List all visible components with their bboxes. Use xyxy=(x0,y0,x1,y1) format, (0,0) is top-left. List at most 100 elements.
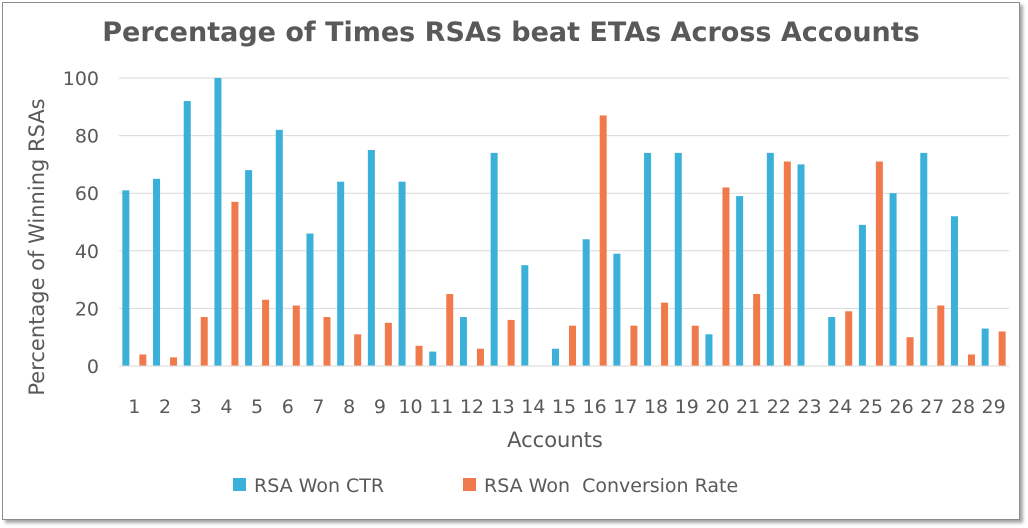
bar-conversion-rate xyxy=(753,294,761,366)
bar-conversion-rate xyxy=(630,325,638,366)
bar-ctr xyxy=(950,216,958,366)
x-tick-label: 21 xyxy=(736,396,760,418)
bar-ctr xyxy=(736,196,744,366)
chart-title: Percentage of Times RSAs beat ETAs Acros… xyxy=(102,17,920,48)
x-tick-label: 9 xyxy=(374,396,386,418)
bar-ctr xyxy=(920,152,928,366)
y-axis-label: Percentage of Winning RSAs xyxy=(25,98,49,395)
y-axis-ticks: 0 20 40 60 80 100 xyxy=(63,68,99,378)
bar-ctr xyxy=(214,78,222,366)
bar-ctr xyxy=(367,150,375,366)
x-tick-label: 28 xyxy=(951,396,975,418)
gridlines xyxy=(119,77,1009,309)
bar-conversion-rate xyxy=(139,354,147,366)
x-tick-label: 26 xyxy=(889,396,913,418)
bar-conversion-rate xyxy=(200,317,208,366)
bar-ctr xyxy=(337,181,345,366)
bar-conversion-rate xyxy=(569,325,576,366)
bar-ctr xyxy=(613,253,621,366)
bar-conversion-rate xyxy=(262,299,270,366)
x-tick-label: 22 xyxy=(767,396,791,418)
bar-conversion-rate xyxy=(415,345,423,366)
bar-conversion-rate xyxy=(875,161,883,366)
bar-conversion-rate xyxy=(476,348,484,366)
bar-conversion-rate xyxy=(354,334,362,366)
x-tick-label: 27 xyxy=(920,396,944,418)
bar-chart: Percentage of Times RSAs beat ETAs Acros… xyxy=(25,17,1009,497)
y-tick-label: 80 xyxy=(75,126,99,148)
bar-ctr xyxy=(245,170,253,366)
x-tick-label: 4 xyxy=(220,396,232,418)
bar-ctr xyxy=(552,348,559,366)
x-tick-label: 15 xyxy=(552,396,576,418)
bar-conversion-rate xyxy=(323,317,331,366)
bar-ctr xyxy=(828,317,836,366)
bar-conversion-rate xyxy=(170,357,178,366)
x-tick-label: 11 xyxy=(429,396,453,418)
y-tick-label: 20 xyxy=(75,298,99,320)
bar-conversion-rate xyxy=(599,115,607,366)
x-tick-label: 2 xyxy=(159,396,171,418)
x-tick-label: 16 xyxy=(583,396,607,418)
bar-ctr xyxy=(153,178,161,366)
bar-ctr xyxy=(398,181,406,366)
bar-conversion-rate xyxy=(937,305,945,366)
x-tick-label: 24 xyxy=(828,396,852,418)
bar-ctr xyxy=(889,193,897,366)
bar-conversion-rate xyxy=(967,354,975,366)
x-tick-label: 13 xyxy=(491,396,515,418)
bar-ctr xyxy=(122,190,130,366)
bar-conversion-rate xyxy=(906,337,914,366)
y-tick-label: 100 xyxy=(63,68,99,90)
legend-swatch xyxy=(233,478,246,491)
bar-conversion-rate xyxy=(691,325,699,366)
x-tick-label: 7 xyxy=(312,396,324,418)
y-tick-label: 60 xyxy=(75,183,99,205)
bar-ctr xyxy=(490,152,498,366)
bar-conversion-rate xyxy=(783,161,791,366)
bar-ctr xyxy=(797,164,805,366)
x-tick-label: 20 xyxy=(705,396,729,418)
x-axis-label: Accounts xyxy=(507,428,603,452)
bar-conversion-rate xyxy=(998,331,1006,366)
bar-conversion-rate xyxy=(722,187,730,366)
x-tick-label: 1 xyxy=(128,396,140,418)
bar-ctr xyxy=(183,101,191,366)
bar-ctr xyxy=(306,233,314,366)
bar-ctr xyxy=(705,334,713,366)
bar-ctr xyxy=(429,351,437,366)
bar-ctr xyxy=(459,317,467,366)
x-tick-label: 10 xyxy=(398,396,422,418)
y-tick-label: 40 xyxy=(75,241,99,263)
bar-conversion-rate xyxy=(446,294,454,366)
x-tick-label: 14 xyxy=(521,396,545,418)
legend: RSA Won CTR RSA Won Conversion Rate xyxy=(233,475,738,497)
bar-conversion-rate xyxy=(292,305,300,366)
x-tick-label: 29 xyxy=(982,396,1006,418)
bar-conversion-rate xyxy=(507,319,515,366)
chart-frame: Percentage of Times RSAs beat ETAs Acros… xyxy=(2,2,1020,520)
x-tick-label: 19 xyxy=(675,396,699,418)
bar-conversion-rate xyxy=(384,322,392,366)
x-tick-label: 5 xyxy=(251,396,263,418)
bar-ctr xyxy=(674,152,682,366)
x-tick-label: 8 xyxy=(343,396,355,418)
bar-conversion-rate xyxy=(661,302,669,366)
bar-ctr xyxy=(275,129,283,366)
x-tick-label: 3 xyxy=(190,396,202,418)
legend-label: RSA Won Conversion Rate xyxy=(484,475,738,497)
x-tick-label: 6 xyxy=(282,396,294,418)
bar-ctr xyxy=(766,152,774,366)
bar-ctr xyxy=(858,224,866,366)
bar-conversion-rate xyxy=(845,311,853,366)
x-tick-label: 12 xyxy=(460,396,484,418)
x-axis-ticks: 1 2 3 4 5 6 7 8 9 10 11 12 13 14 15 16 17 18 19 20 21 22 23 24 2… xyxy=(128,396,1005,418)
bars xyxy=(122,78,1006,366)
legend-swatch xyxy=(463,478,476,491)
bar-conversion-rate xyxy=(231,201,239,366)
x-tick-label: 25 xyxy=(859,396,883,418)
x-tick-label: 23 xyxy=(797,396,821,418)
bar-ctr xyxy=(521,265,529,366)
legend-label: RSA Won CTR xyxy=(254,475,384,497)
bar-ctr xyxy=(644,152,652,366)
